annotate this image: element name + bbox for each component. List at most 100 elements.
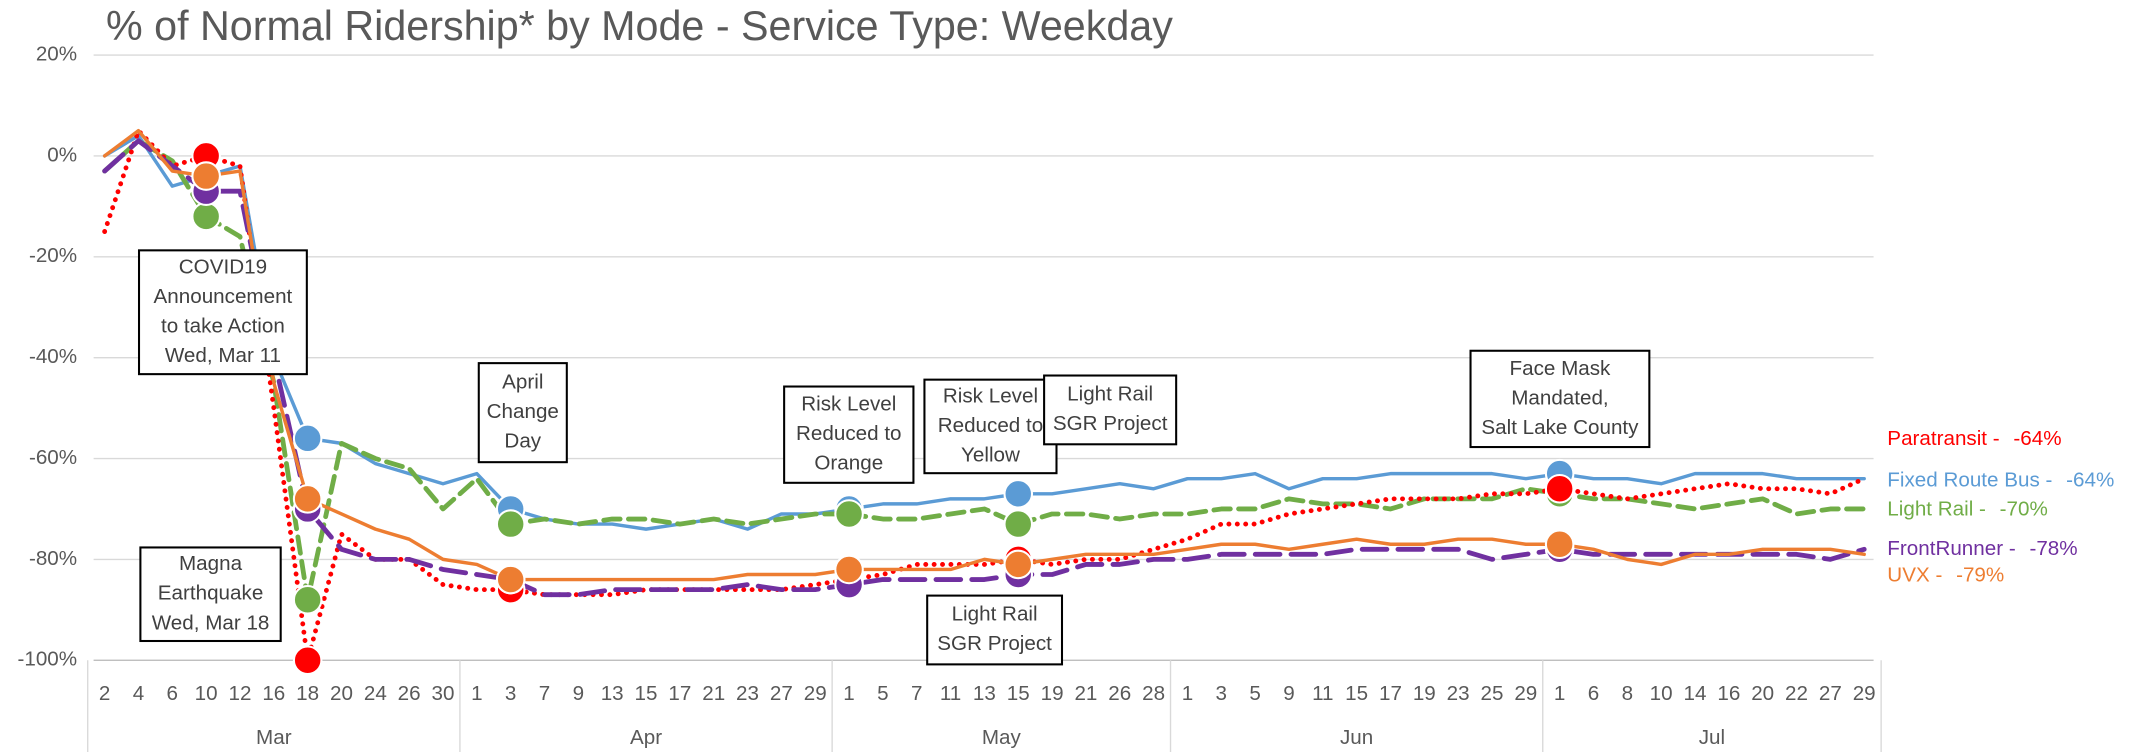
x-tick-label: 9 (573, 682, 584, 705)
annotation-text: Orange (814, 452, 883, 475)
annotation-text: April (502, 371, 543, 394)
x-tick-label: 23 (1447, 682, 1470, 705)
x-tick-label: 29 (804, 682, 827, 705)
annotation-text: Risk Level (801, 393, 896, 416)
annotation-box (477, 362, 568, 464)
legend-entry: Paratransit - -64% (1887, 428, 2061, 451)
x-tick-label: 24 (364, 682, 387, 705)
x-tick-label: 7 (539, 682, 550, 705)
x-tick-label: 1 (1554, 682, 1565, 705)
annotation-text: Earthquake (158, 582, 264, 605)
annotation-text: Announcement (154, 285, 293, 308)
annotation-text: COVID19 (179, 255, 267, 278)
y-tick-label: -40% (29, 345, 77, 368)
chart-title: % of Normal Ridership* by Mode - Service… (106, 3, 1173, 49)
y-tick-label: 20% (36, 42, 77, 65)
x-tick-label: 10 (195, 682, 218, 705)
event-marker (495, 509, 526, 539)
event-marker (292, 645, 323, 676)
x-tick-label: 5 (877, 682, 888, 705)
annotation-text: Magna (179, 552, 243, 575)
x-tick-label: 1 (1182, 682, 1193, 705)
x-tick-label: 19 (1041, 682, 1064, 705)
annotation-text: to take Action (161, 314, 285, 337)
annotation-text: Light Rail (1067, 383, 1153, 406)
x-tick-label: 16 (1717, 682, 1740, 705)
legend-name: Light Rail - (1887, 498, 1986, 521)
x-tick-label: 11 (940, 682, 961, 705)
x-tick-label: 16 (262, 682, 285, 705)
x-tick-label: 21 (702, 682, 725, 705)
event-marker (292, 484, 323, 514)
x-tick-label: 14 (1684, 682, 1707, 705)
series-line (102, 138, 1867, 598)
annotation-text: Yellow (961, 443, 1020, 466)
month-label: Mar (256, 726, 292, 749)
y-tick-label: 0% (47, 143, 77, 166)
month-label: May (982, 726, 1022, 749)
end-value-label: -64% (2013, 428, 2061, 451)
month-label: Jun (1340, 726, 1373, 749)
x-tick-label: 19 (1413, 682, 1436, 705)
x-tick-label: 1 (843, 682, 854, 705)
annotation-text: Risk Level (943, 384, 1038, 407)
x-tick-label: 8 (1622, 682, 1633, 705)
x-tick-label: 13 (973, 682, 996, 705)
annotation-text: Day (504, 430, 541, 453)
annotation-text: Change (487, 400, 559, 423)
event-marker (1003, 479, 1034, 509)
legend-name: UVX - (1887, 564, 1942, 587)
legend-entry: Light Rail - -70% (1887, 498, 2048, 521)
x-tick-label: 17 (1379, 682, 1402, 705)
x-tick-label: 11 (1312, 682, 1333, 705)
event-marker (292, 423, 323, 454)
event-marker (292, 584, 323, 615)
x-tick-label: 20 (1751, 682, 1774, 705)
annotation-text: Reduced to (796, 422, 902, 445)
y-tick-label: -100% (17, 648, 77, 671)
x-tick-label: 12 (229, 682, 252, 705)
end-value-label: -78% (2029, 538, 2077, 561)
x-tick-label: 27 (770, 682, 793, 705)
x-tick-label: 26 (398, 682, 421, 705)
annotation-box (783, 385, 915, 484)
x-tick-label: 4 (133, 682, 144, 705)
event-marker (1003, 549, 1034, 580)
end-value-label: -79% (1956, 564, 2004, 587)
x-tick-label: 10 (1650, 682, 1673, 705)
x-tick-label: 6 (167, 682, 178, 705)
annotation-text: Face Mask (1510, 357, 1612, 380)
x-tick-label: 27 (1819, 682, 1842, 705)
x-tick-label: 17 (668, 682, 691, 705)
legend-entry: UVX - -79% (1887, 564, 2004, 587)
x-tick-label: 6 (1588, 682, 1599, 705)
x-tick-label: 15 (1007, 682, 1030, 705)
legend-name: FrontRunner - (1887, 538, 2015, 561)
x-tick-label: 13 (601, 682, 624, 705)
legend-name: Paratransit - (1887, 428, 1999, 451)
annotation-text: Salt Lake County (1481, 416, 1639, 439)
x-tick-label: 15 (635, 682, 658, 705)
x-tick-label: 29 (1853, 682, 1876, 705)
x-tick-label: 25 (1481, 682, 1504, 705)
annotation-text: Light Rail (952, 603, 1038, 626)
x-tick-label: 2 (99, 682, 110, 705)
month-label: Apr (630, 726, 662, 749)
x-tick-label: 21 (1074, 682, 1097, 705)
x-tick-label: 29 (1514, 682, 1537, 705)
annotation-box (139, 546, 282, 643)
x-tick-label: 15 (1345, 682, 1368, 705)
x-tick-label: 30 (432, 682, 455, 705)
x-tick-label: 22 (1785, 682, 1808, 705)
x-tick-label: 23 (736, 682, 759, 705)
x-tick-label: 28 (1142, 682, 1165, 705)
y-tick-label: -20% (29, 244, 77, 267)
annotation-text: SGR Project (937, 632, 1052, 655)
event-marker (834, 499, 864, 529)
annotation-box (926, 594, 1064, 666)
event-marker (1003, 509, 1034, 539)
x-tick-label: 20 (330, 682, 353, 705)
x-tick-label: 18 (296, 682, 319, 705)
